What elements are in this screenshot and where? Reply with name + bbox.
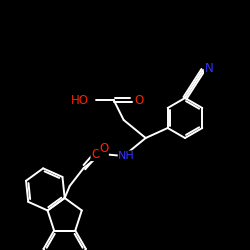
Text: O: O	[99, 142, 108, 156]
Text: HO: HO	[71, 94, 89, 106]
Text: O: O	[91, 148, 100, 160]
Text: O: O	[134, 94, 143, 106]
Text: NH: NH	[118, 151, 135, 161]
Text: N: N	[204, 62, 214, 74]
